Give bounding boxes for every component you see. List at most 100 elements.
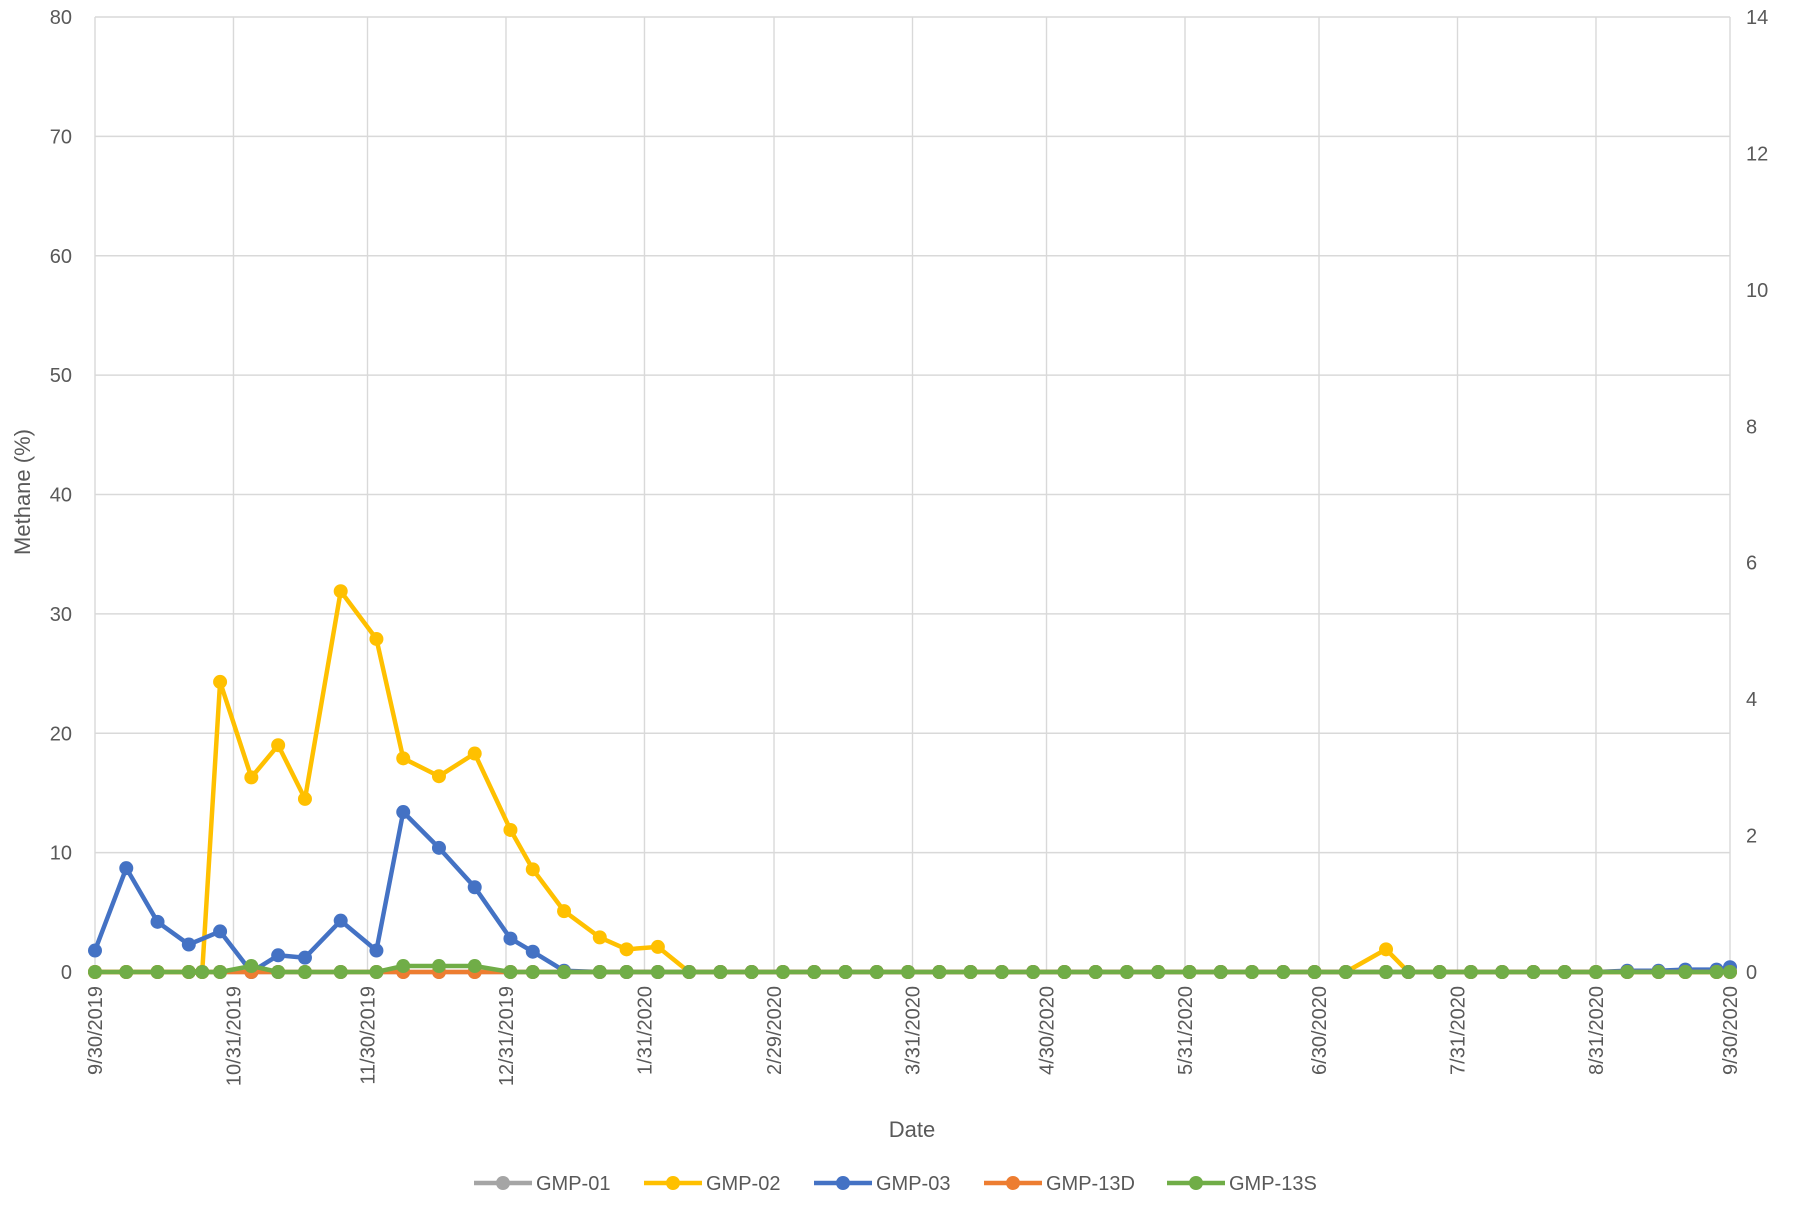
data-point-gmp-13s: [1401, 965, 1416, 979]
legend-item-gmp-02: GMP-02: [644, 1173, 780, 1195]
x-tick-label: 10/31/2019: [223, 986, 245, 1086]
series-layer: [88, 584, 1737, 979]
y2-tick-label: 8: [1746, 416, 1757, 438]
legend-marker-gmp-01: [496, 1176, 510, 1190]
data-point-gmp-02: [297, 791, 312, 806]
data-point-gmp-13s: [1057, 965, 1072, 979]
y2-tick-label: 0: [1746, 962, 1757, 984]
legend-label-gmp-13d: GMP-13D: [1046, 1173, 1135, 1195]
x-tick-label: 1/31/2020: [634, 986, 656, 1075]
data-point-gmp-13s: [503, 965, 518, 979]
y-tick-label: 30: [50, 604, 72, 626]
data-point-gmp-02: [431, 769, 446, 784]
data-point-gmp-03: [333, 913, 348, 928]
data-point-gmp-02: [503, 822, 518, 837]
y-axis-ticks: 0 10 20 30 40 50 60 70 80: [50, 7, 72, 984]
legend: GMP-01 GMP-02 GMP-03 GMP-13D GMP-13S: [474, 1173, 1317, 1195]
data-point-gmp-03: [369, 943, 384, 958]
x-tick-label: 7/31/2020: [1448, 986, 1470, 1075]
grid: [94, 16, 1731, 973]
data-point-gmp-13s: [297, 965, 312, 979]
data-point-gmp-13s: [963, 965, 978, 979]
data-point-gmp-03: [88, 943, 102, 958]
x-tick-label: 12/31/2019: [496, 986, 518, 1086]
y2-tick-label: 4: [1746, 689, 1757, 711]
legend-item-gmp-13d: GMP-13D: [984, 1173, 1135, 1195]
data-point-gmp-13s: [619, 965, 634, 979]
data-point-gmp-13s: [1119, 965, 1134, 979]
y-tick-label: 70: [50, 126, 72, 148]
data-point-gmp-13s: [932, 965, 947, 979]
data-point-gmp-13s: [869, 965, 884, 979]
data-point-gmp-13s: [431, 959, 446, 974]
x-axis-ticks: 9/30/2019 10/31/2019 11/30/2019 12/31/2019 1…: [85, 986, 1742, 1086]
data-point-gmp-02: [525, 862, 540, 877]
data-point-gmp-13s: [213, 965, 228, 979]
legend-item-gmp-01: GMP-01: [474, 1173, 610, 1195]
data-point-gmp-13s: [333, 965, 348, 979]
x-tick-label: 9/30/2019: [85, 986, 107, 1075]
y2-tick-label: 10: [1746, 280, 1768, 302]
x-axis-title: Date: [889, 1117, 935, 1142]
data-point-gmp-13s: [1151, 965, 1166, 979]
y2-tick-label: 2: [1746, 826, 1757, 848]
data-point-gmp-13s: [1557, 965, 1572, 979]
data-point-gmp-13s: [1463, 965, 1478, 979]
data-point-gmp-13s: [994, 965, 1009, 979]
data-point-gmp-13s: [713, 965, 728, 979]
legend-marker-gmp-02: [666, 1176, 680, 1190]
y2-tick-label: 12: [1746, 143, 1768, 165]
data-point-gmp-13s: [119, 965, 134, 979]
y-tick-label: 20: [50, 723, 72, 745]
legend-marker-gmp-13d: [1006, 1176, 1020, 1190]
legend-label-gmp-01: GMP-01: [536, 1173, 610, 1195]
x-tick-label: 3/31/2020: [903, 986, 925, 1075]
data-point-gmp-13s: [557, 965, 572, 979]
data-point-gmp-13s: [369, 965, 384, 979]
data-point-gmp-13s: [901, 965, 916, 979]
data-point-gmp-03: [119, 861, 134, 876]
data-point-gmp-13s: [1379, 965, 1394, 979]
y-tick-label: 10: [50, 843, 72, 865]
data-point-gmp-02: [213, 674, 228, 689]
legend-item-gmp-13s: GMP-13S: [1167, 1173, 1317, 1195]
data-point-gmp-13s: [1723, 965, 1737, 979]
y2-tick-label: 14: [1746, 7, 1768, 29]
data-point-gmp-13s: [838, 965, 853, 979]
x-tick-label: 11/30/2019: [358, 986, 380, 1085]
data-point-gmp-03: [181, 937, 196, 952]
x-tick-label: 8/31/2020: [1586, 986, 1608, 1075]
data-point-gmp-13s: [807, 965, 822, 979]
data-point-gmp-02: [557, 904, 572, 919]
data-point-gmp-13s: [682, 965, 697, 979]
data-point-gmp-13s: [195, 965, 210, 979]
data-point-gmp-02: [619, 942, 634, 957]
x-tick-label: 5/31/2020: [1175, 986, 1197, 1075]
data-point-gmp-13s: [150, 965, 165, 979]
data-point-gmp-13s: [1526, 965, 1541, 979]
data-point-gmp-13s: [396, 959, 411, 974]
y2-tick-label: 6: [1746, 553, 1757, 575]
data-point-gmp-13s: [1709, 965, 1724, 979]
data-point-gmp-03: [503, 931, 518, 946]
legend-marker-gmp-03: [836, 1176, 850, 1190]
data-point-gmp-02: [369, 631, 384, 646]
x-tick-label: 6/30/2020: [1309, 986, 1331, 1075]
data-point-gmp-02: [467, 746, 482, 761]
data-point-gmp-13s: [88, 965, 102, 979]
data-point-gmp-13s: [467, 959, 482, 974]
data-point-gmp-13s: [244, 959, 259, 974]
data-point-gmp-13s: [1182, 965, 1197, 979]
data-point-gmp-13s: [1276, 965, 1291, 979]
data-point-gmp-02: [244, 770, 259, 785]
legend-label-gmp-03: GMP-03: [876, 1173, 950, 1195]
data-point-gmp-02: [592, 930, 607, 945]
legend-label-gmp-13s: GMP-13S: [1229, 1173, 1317, 1195]
data-point-gmp-03: [150, 914, 165, 929]
series-gmp-13s: [88, 959, 1737, 979]
data-point-gmp-02: [396, 751, 411, 766]
data-point-gmp-13s: [525, 965, 540, 979]
data-point-gmp-03: [396, 805, 411, 820]
data-point-gmp-13s: [1651, 965, 1666, 979]
